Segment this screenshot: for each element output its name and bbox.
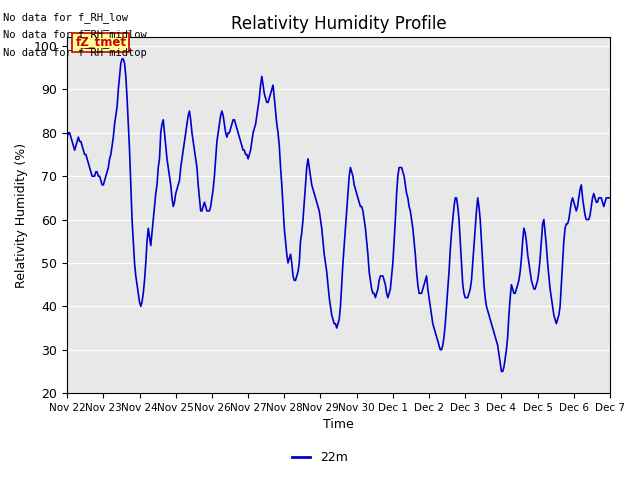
Text: fZ_tmet: fZ_tmet — [76, 36, 126, 49]
Text: No data for f̅RH̅midtop: No data for f̅RH̅midtop — [3, 48, 147, 59]
Text: No data for f_RH_low: No data for f_RH_low — [3, 12, 128, 23]
X-axis label: Time: Time — [323, 419, 354, 432]
Legend: 22m: 22m — [287, 446, 353, 469]
Text: No data for f̅RH̅midlow: No data for f̅RH̅midlow — [3, 30, 147, 40]
Y-axis label: Relativity Humidity (%): Relativity Humidity (%) — [15, 143, 28, 288]
Title: Relativity Humidity Profile: Relativity Humidity Profile — [231, 15, 446, 33]
